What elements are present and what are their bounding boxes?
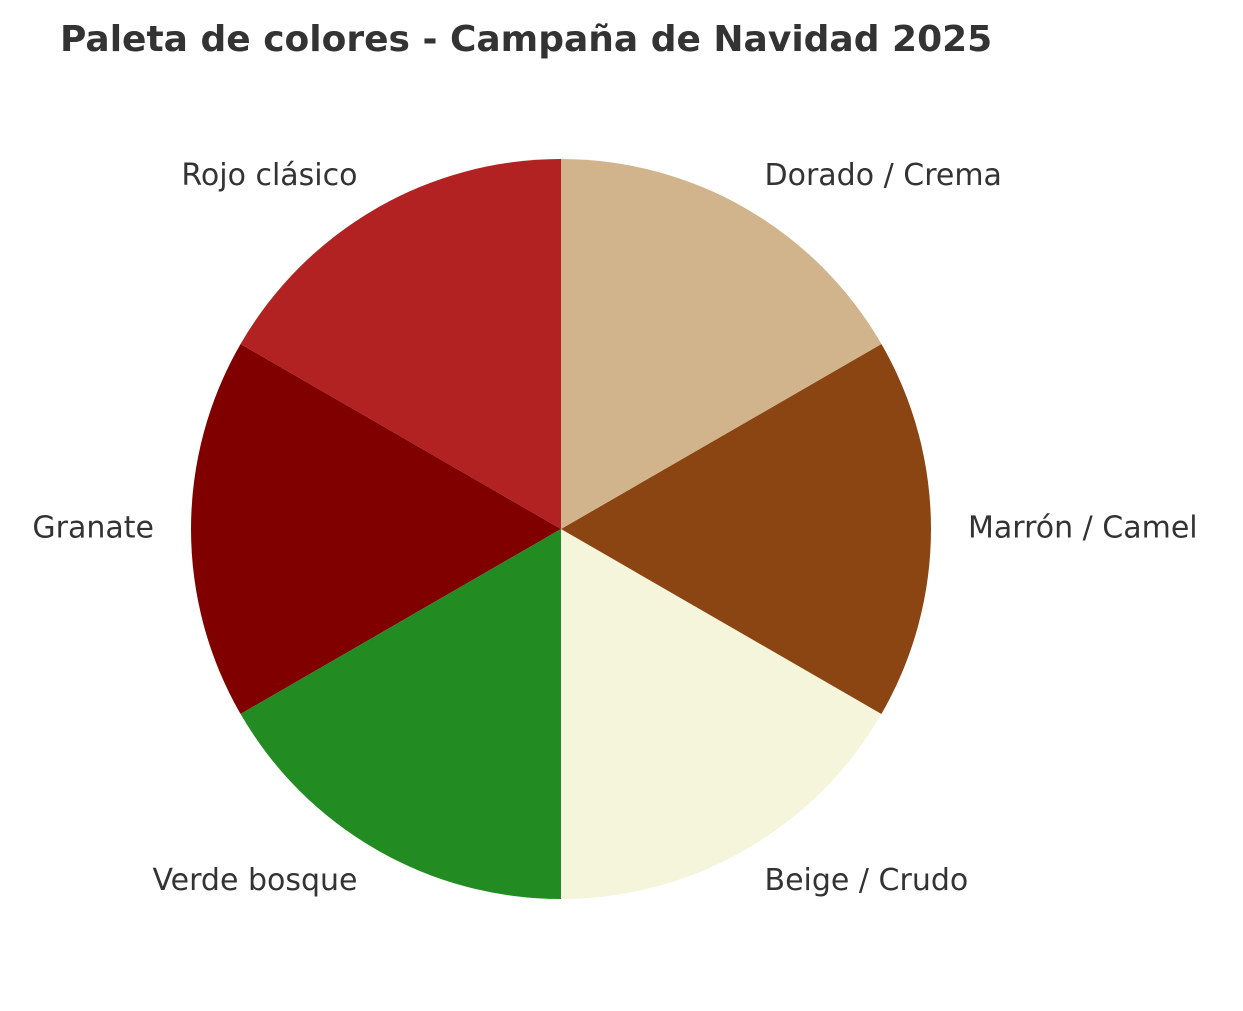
pie-slice	[240, 159, 561, 529]
slice-label: Granate	[32, 511, 154, 546]
slice-label: Beige / Crudo	[765, 863, 969, 898]
pie-slice	[240, 529, 561, 899]
pie-slice	[561, 529, 882, 899]
slice-label: Dorado / Crema	[765, 158, 1002, 193]
chart-title: Paleta de colores - Campaña de Navidad 2…	[60, 19, 992, 60]
slice-label: Verde bosque	[152, 863, 357, 898]
pie-slice	[561, 158, 882, 529]
pie-slice	[191, 344, 561, 714]
slice-label: Marrón / Camel	[968, 511, 1198, 546]
pie-slice	[561, 344, 931, 714]
slice-label: Rojo clásico	[181, 158, 357, 193]
